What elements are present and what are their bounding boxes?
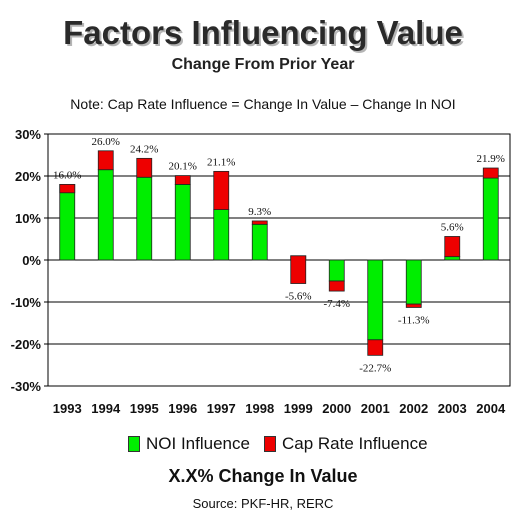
legend-label-cap-rate: Cap Rate Influence bbox=[282, 434, 428, 453]
x-tick-label: 2002 bbox=[399, 401, 428, 416]
x-tick-label: 1995 bbox=[130, 401, 159, 416]
bar-noi-influence bbox=[97, 169, 114, 261]
bar-cap-rate-influence bbox=[405, 303, 422, 308]
bar-noi-influence bbox=[213, 209, 230, 261]
bar-cap-rate-influence bbox=[482, 167, 499, 179]
bar-cap-rate-influence bbox=[174, 175, 191, 185]
y-tick-label: 0% bbox=[22, 253, 41, 268]
x-tick-label: 1993 bbox=[53, 401, 82, 416]
x-tick-label: 2003 bbox=[438, 401, 467, 416]
bar-noi-influence bbox=[328, 259, 345, 282]
y-tick-label: -10% bbox=[11, 295, 42, 310]
chart-subtitle: Change From Prior Year bbox=[171, 56, 355, 73]
legend-swatch-noi bbox=[128, 436, 140, 452]
chart-note: Note: Cap Rate Influence = Change In Val… bbox=[70, 96, 456, 112]
bar-noi-influence bbox=[174, 183, 191, 261]
data-label: 9.3% bbox=[248, 206, 271, 218]
x-tick-label: 2004 bbox=[476, 401, 506, 416]
legend-swatch-cap-rate bbox=[264, 436, 276, 452]
bar-noi-influence bbox=[482, 177, 499, 261]
y-tick-label: 20% bbox=[15, 169, 41, 184]
bar-cap-rate-influence bbox=[251, 220, 268, 225]
chart-source: Source: PKF-HR, RERC bbox=[192, 496, 334, 511]
x-tick-label: 2000 bbox=[322, 401, 351, 416]
data-label: -7.4% bbox=[323, 298, 350, 310]
legend-item-cap-rate: Cap Rate Influence bbox=[264, 434, 428, 454]
bar-noi-influence bbox=[136, 176, 153, 261]
data-label: -22.7% bbox=[359, 362, 391, 374]
bar-noi-influence bbox=[367, 259, 384, 341]
bar-noi-influence bbox=[444, 256, 461, 261]
data-label: 5.6% bbox=[441, 221, 464, 233]
x-tick-label: 1994 bbox=[91, 401, 121, 416]
legend-label-noi: NOI Influence bbox=[146, 434, 250, 453]
x-tick-label: 1997 bbox=[207, 401, 236, 416]
bar-noi-influence bbox=[59, 183, 76, 261]
chart-title: Factors Influencing Value bbox=[63, 14, 463, 51]
data-label: 21.1% bbox=[207, 156, 235, 168]
data-label: -5.6% bbox=[285, 291, 312, 303]
x-tick-label: 1996 bbox=[168, 401, 197, 416]
bar-cap-rate-influence bbox=[59, 183, 76, 194]
y-tick-label: -20% bbox=[11, 337, 42, 352]
bar-cap-rate-influence bbox=[367, 339, 384, 356]
data-label: 24.2% bbox=[130, 143, 158, 155]
bar-noi-influence bbox=[251, 223, 268, 261]
x-tick-label: 1999 bbox=[284, 401, 313, 416]
bar-noi-influence bbox=[405, 259, 422, 305]
data-label: 26.0% bbox=[92, 136, 120, 148]
data-label: 21.9% bbox=[477, 153, 505, 165]
chart-legend: NOI Influence Cap Rate Influence bbox=[0, 434, 526, 454]
bar-cap-rate-influence bbox=[290, 255, 307, 284]
data-label: -11.3% bbox=[398, 314, 430, 326]
y-tick-label: 10% bbox=[15, 211, 41, 226]
bar-cap-rate-influence bbox=[444, 236, 461, 258]
data-label: 16.0% bbox=[53, 169, 81, 181]
bar-cap-rate-influence bbox=[136, 157, 153, 178]
chart-caption: X.X% Change In Value bbox=[168, 466, 358, 486]
x-tick-label: 2001 bbox=[361, 401, 390, 416]
y-tick-label: -30% bbox=[11, 379, 42, 394]
bar-cap-rate-influence bbox=[328, 280, 345, 292]
bar-cap-rate-influence bbox=[213, 170, 230, 211]
x-tick-label: 1998 bbox=[245, 401, 274, 416]
legend-item-noi: NOI Influence bbox=[128, 434, 250, 454]
bar-cap-rate-influence bbox=[97, 150, 114, 171]
y-tick-label: 30% bbox=[15, 127, 41, 142]
data-label: 20.1% bbox=[169, 161, 197, 173]
